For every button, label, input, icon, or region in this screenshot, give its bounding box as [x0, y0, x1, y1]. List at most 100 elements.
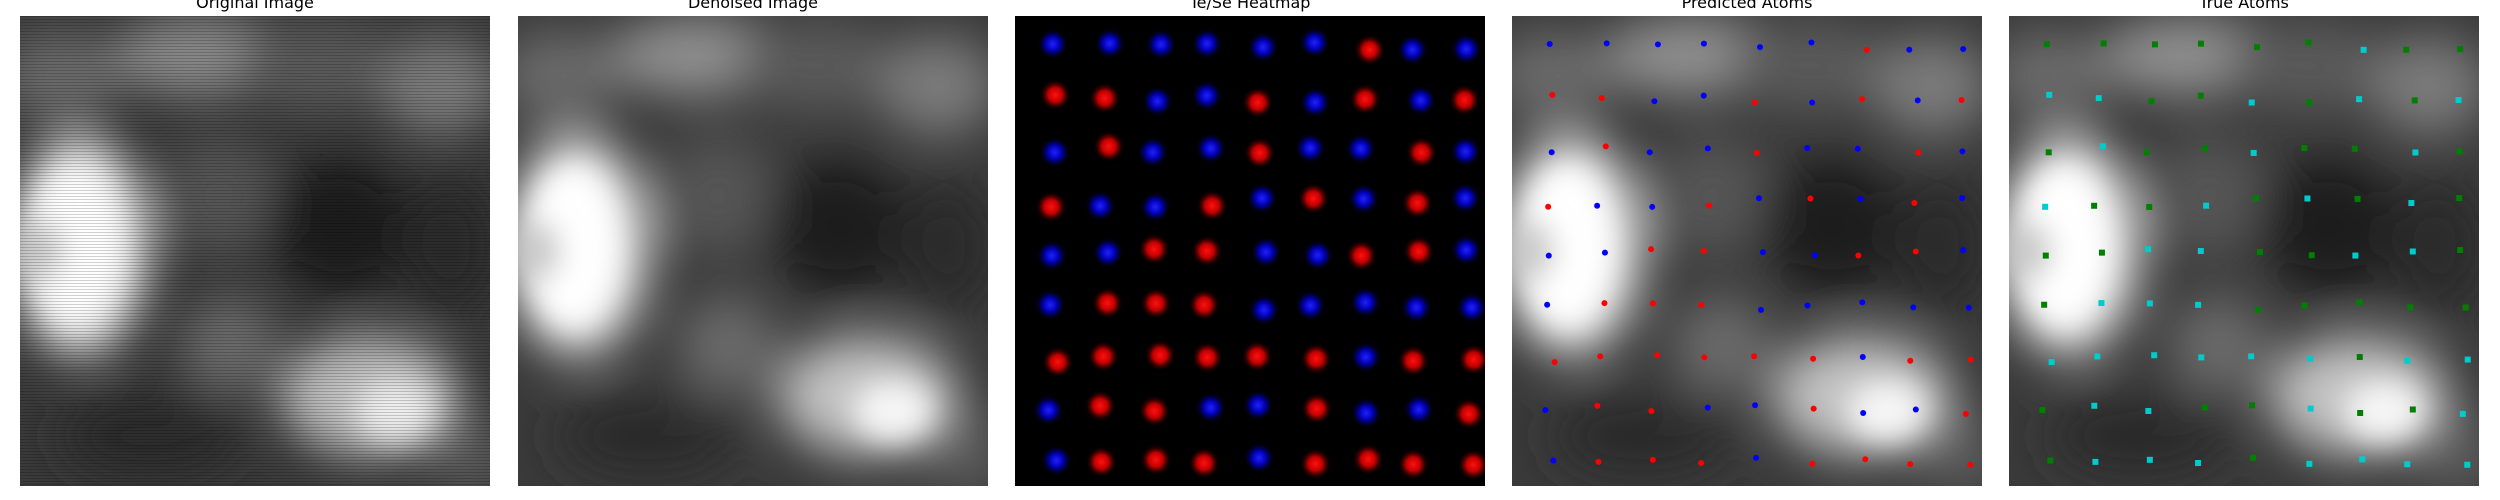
se-heatmap-blob — [1246, 182, 1279, 215]
predicted-se-atom — [1704, 404, 1711, 411]
se-heatmap-blob — [1040, 444, 1073, 477]
true-se-atom — [2462, 304, 2469, 311]
true-se-atom — [2043, 40, 2050, 47]
predicted-te-atom — [1698, 301, 1705, 308]
predicted-se-atom — [1550, 457, 1557, 464]
se-heatmap-blob — [1139, 190, 1172, 223]
true-te-atom — [2092, 458, 2099, 465]
predicted-se-atom — [1544, 301, 1551, 308]
predicted-se-atom — [1542, 407, 1549, 414]
te-heatmap-blob — [1448, 84, 1481, 117]
se-heatmap-blob — [1034, 288, 1067, 321]
true-se-atom — [2249, 402, 2256, 409]
se-heatmap-blob — [1349, 286, 1382, 319]
predicted-te-atom — [1700, 248, 1707, 255]
original-image — [20, 16, 490, 486]
te-heatmap-blob — [1138, 395, 1171, 428]
se-heatmap-blob — [1294, 132, 1327, 165]
te-heatmap-blob — [1241, 340, 1274, 373]
panel-title: True Atoms — [2199, 0, 2289, 12]
se-heatmap-blob — [1349, 340, 1382, 373]
true-se-atom — [2091, 202, 2098, 209]
true-se-atom — [2308, 252, 2315, 259]
predicted-se-atom — [1914, 97, 1921, 104]
se-heatmap-blob — [1036, 27, 1069, 60]
te-heatmap-blob — [1401, 187, 1434, 220]
true-se-atom — [2301, 302, 2308, 309]
te-heatmap-blob — [1139, 443, 1172, 476]
true-se-atom — [2039, 407, 2046, 414]
se-heatmap-blob — [1449, 182, 1482, 215]
te-heatmap-blob — [1084, 389, 1117, 422]
panel-true-atoms: True Atoms — [2009, 0, 2479, 490]
predicted-te-atom — [1863, 46, 1870, 53]
predicted-te-atom — [1912, 248, 1919, 255]
true-se-atom — [2148, 98, 2155, 105]
predicted-se-atom — [1759, 249, 1766, 256]
true-te-atom — [2404, 357, 2411, 364]
se-heatmap-blob — [1301, 239, 1334, 272]
predicted-se-atom — [1601, 249, 1608, 256]
predicted-se-atom — [1809, 99, 1816, 106]
true-se-atom — [2356, 299, 2363, 306]
se-heatmap-blob — [1350, 396, 1383, 429]
predicted-te-atom — [1706, 202, 1713, 209]
true-te-atom — [2408, 200, 2415, 207]
denoised-image — [518, 16, 988, 486]
te-heatmap-blob — [1188, 447, 1221, 480]
predicted-se-atom — [1753, 454, 1760, 461]
se-heatmap-blob — [1347, 182, 1380, 215]
true-se-atom — [2357, 409, 2364, 416]
true-te-atom — [2145, 408, 2152, 415]
predicted-se-atom — [1804, 145, 1811, 152]
predicted-se-atom — [1910, 304, 1917, 311]
se-heatmap-blob — [1247, 31, 1280, 64]
predicted-se-atom — [1959, 195, 1966, 202]
true-se-atom — [2042, 252, 2049, 259]
true-te-atom — [2250, 149, 2257, 156]
se-heatmap-blob — [1038, 136, 1071, 169]
predicted-se-atom — [1756, 195, 1763, 202]
true-se-atom — [2403, 46, 2410, 53]
true-te-atom — [2359, 456, 2366, 463]
true-te-atom — [2248, 353, 2255, 360]
true-se-atom — [2457, 46, 2464, 53]
predicted-se-atom — [1860, 409, 1867, 416]
true-te-atom — [2360, 46, 2367, 53]
true-te-atom — [2099, 143, 2106, 150]
predicted-se-atom — [1960, 46, 1967, 53]
predicted-te-atom — [1967, 356, 1974, 363]
se-heatmap-blob — [1396, 33, 1429, 66]
true-se-atom — [2351, 145, 2358, 152]
predicted-te-atom — [1810, 405, 1817, 412]
predicted-se-atom — [1700, 92, 1707, 99]
true-te-atom — [2094, 353, 2101, 360]
te-heatmap-blob — [1397, 344, 1430, 377]
te-heatmap-blob — [1041, 346, 1074, 379]
predicted-se-atom — [1811, 252, 1818, 259]
se-heatmap-blob — [1455, 291, 1485, 324]
predicted-te-atom — [1855, 252, 1862, 259]
predicted-te-atom — [1598, 95, 1605, 102]
te-heatmap-blob — [1299, 447, 1332, 480]
te-heatmap-blob — [1300, 392, 1333, 425]
predicted-te-atom — [1701, 354, 1708, 361]
se-heatmap-blob — [1450, 33, 1483, 66]
predicted-te-atom — [1595, 458, 1602, 465]
predicted-te-atom — [1549, 91, 1556, 98]
se-heatmap-blob — [1032, 394, 1065, 427]
true-se-atom — [2456, 195, 2463, 202]
true-se-atom — [2197, 40, 2204, 47]
predicted-se-atom — [1804, 302, 1811, 309]
predicted-se-atom — [1906, 46, 1913, 53]
te-heatmap-blob — [1300, 342, 1333, 375]
predicted-atoms-image — [1512, 16, 1982, 486]
te-heatmap-blob — [1241, 86, 1274, 119]
true-te-atom — [2455, 97, 2462, 104]
se-heatmap-blob — [1093, 27, 1126, 60]
se-heatmap-blob — [1404, 84, 1437, 117]
te-heatmap-blob — [1088, 82, 1121, 115]
se-heatmap-blob — [1136, 136, 1169, 169]
true-se-atom — [2197, 92, 2204, 99]
true-te-atom — [2404, 461, 2411, 468]
